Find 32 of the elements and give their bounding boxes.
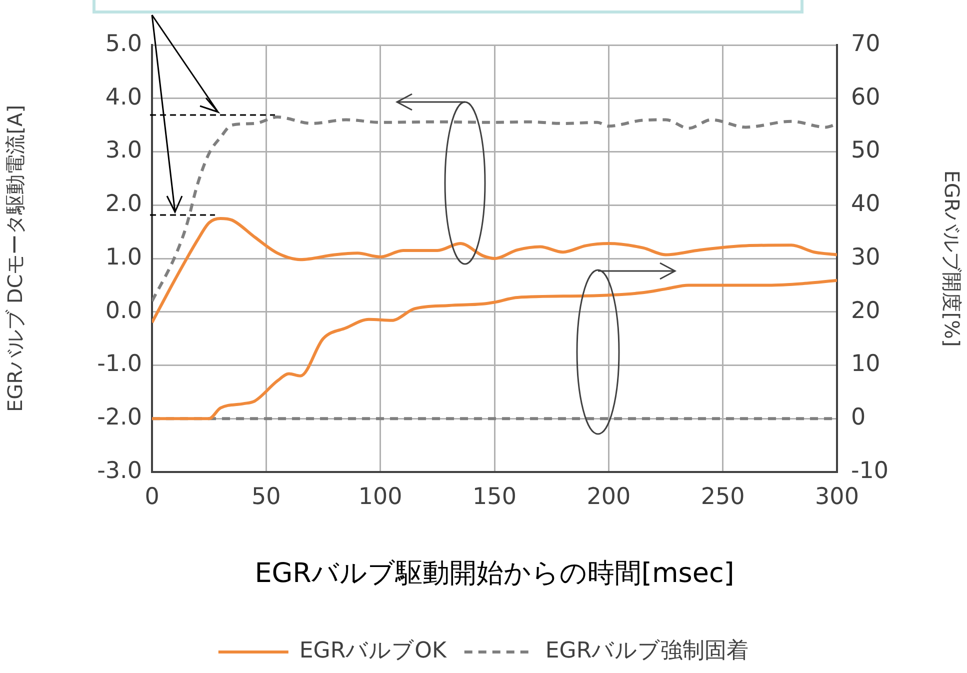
y-tick-label: 3.0 xyxy=(105,138,142,164)
x-tick-label: 200 xyxy=(586,484,631,510)
y-tick-label: -2.0 xyxy=(97,404,142,431)
y-tick-label: 5.0 xyxy=(105,30,142,57)
y2-axis-title: EGRバルブ開度[%] xyxy=(940,170,964,347)
y2-tick-label: 50 xyxy=(851,138,880,164)
y-tick-label: -1.0 xyxy=(97,351,142,378)
legend-label: EGRバルブ強制固着 xyxy=(545,638,749,664)
x-tick-label: 100 xyxy=(358,484,402,510)
y2-tick-label: 20 xyxy=(851,298,880,324)
y2-tick-label: 0 xyxy=(851,404,866,431)
line-series xyxy=(152,278,837,420)
y-tick-label: -3.0 xyxy=(97,458,142,484)
y2-tick-label: 30 xyxy=(851,244,880,270)
y-tick-label: 1.0 xyxy=(105,244,142,270)
legend-label: EGRバルブOK xyxy=(299,638,447,664)
y2-tick-label: -10 xyxy=(851,458,889,484)
y2-tick-label: 60 xyxy=(851,84,880,110)
x-tick-label: 50 xyxy=(252,484,281,510)
y-tick-label: 4.0 xyxy=(105,84,142,110)
y-tick-label: 2.0 xyxy=(105,191,142,218)
x-tick-label: 250 xyxy=(700,484,745,510)
x-tick-label: 300 xyxy=(815,484,859,510)
y-axis-title: EGRバルブ DCモータ駆動電流[A] xyxy=(3,104,28,412)
x-tick-label: 150 xyxy=(472,484,516,510)
line-series xyxy=(152,216,837,324)
y-tick-label: 0.0 xyxy=(105,298,142,324)
x-axis-title: EGRバルブ駆動開始からの時間[msec] xyxy=(254,558,734,589)
y2-tick-label: 40 xyxy=(851,191,880,218)
y2-tick-label: 10 xyxy=(851,351,880,378)
y2-tick-label: 70 xyxy=(851,30,880,57)
x-tick-label: 0 xyxy=(144,484,160,510)
